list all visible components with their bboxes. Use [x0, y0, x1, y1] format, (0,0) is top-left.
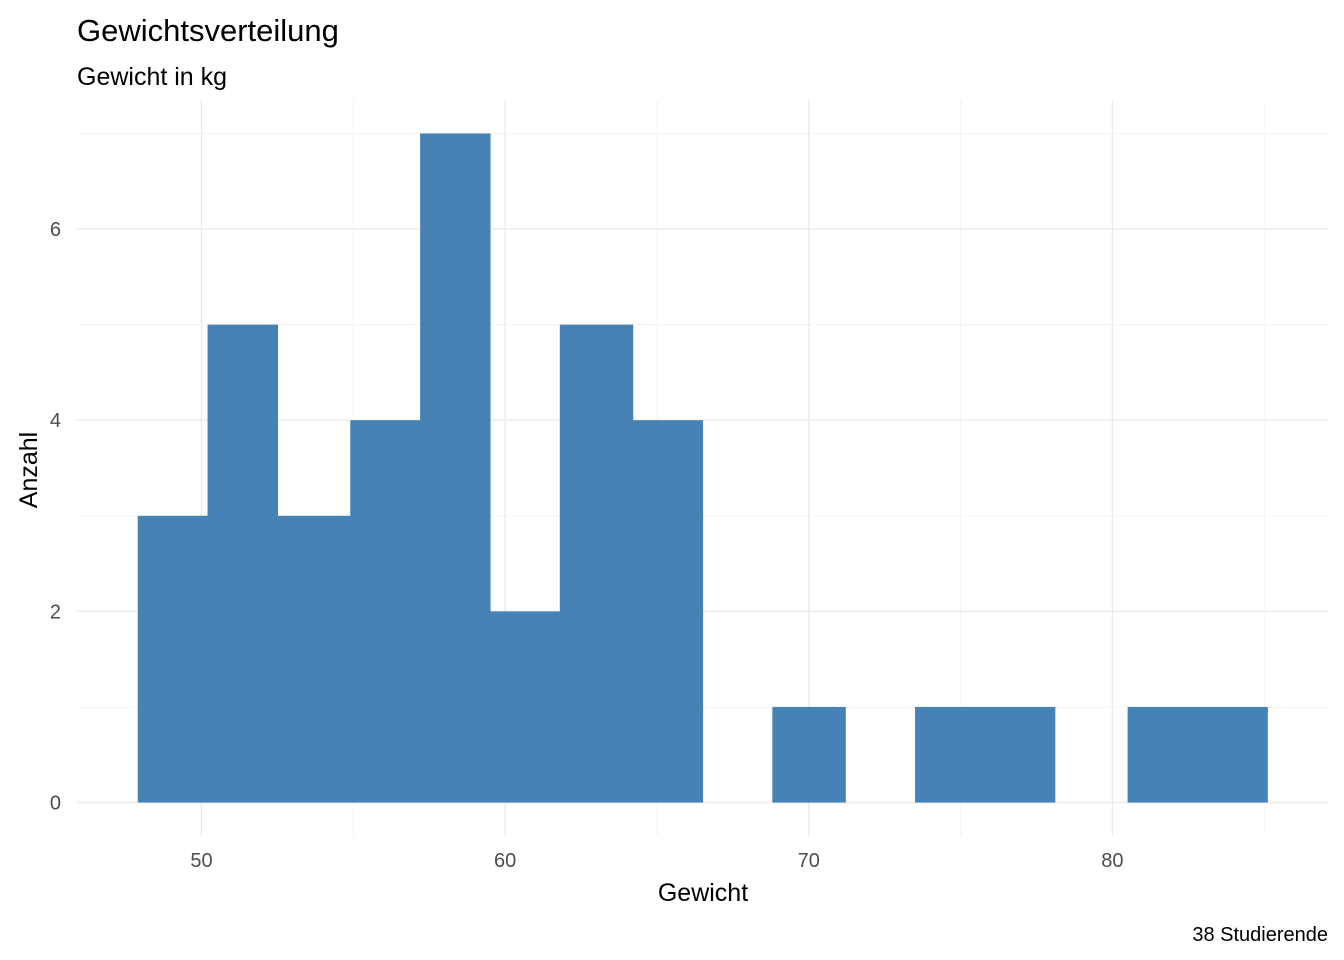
y-tick-label: 0: [50, 793, 61, 815]
histogram-bar: [137, 515, 209, 803]
histogram-bar: [632, 420, 704, 803]
y-axis-tick-labels: 0 2 4 6: [50, 219, 61, 815]
histogram-bar: [1127, 706, 1199, 803]
chart-subtitle: Gewicht in kg: [77, 63, 227, 91]
histogram-bar: [915, 706, 986, 803]
y-tick-label: 4: [50, 410, 61, 432]
x-tick-label: 60: [494, 850, 516, 872]
histogram-bar: [420, 133, 491, 803]
histogram-bar: [984, 706, 1056, 803]
y-tick-label: 6: [50, 219, 61, 241]
histogram-bar: [489, 611, 561, 803]
histogram-bars: [137, 133, 1268, 803]
y-tick-label: 2: [50, 601, 61, 623]
y-axis-title: Anzahl: [15, 432, 43, 508]
histogram-bar: [207, 324, 279, 803]
x-tick-label: 70: [798, 850, 820, 872]
histogram-bar: [277, 515, 351, 803]
histogram-bar: [559, 324, 634, 803]
histogram-bar: [1197, 706, 1268, 803]
chart-title: Gewichtsverteilung: [77, 13, 339, 48]
histogram-bar: [772, 706, 846, 803]
x-axis-tick-labels: 50 60 70 80: [190, 850, 1123, 872]
histogram-bar: [350, 420, 421, 803]
x-axis-title: Gewicht: [658, 879, 748, 907]
x-tick-label: 80: [1101, 850, 1123, 872]
x-tick-label: 50: [190, 850, 212, 872]
chart-caption: 38 Studierende: [1192, 924, 1328, 946]
